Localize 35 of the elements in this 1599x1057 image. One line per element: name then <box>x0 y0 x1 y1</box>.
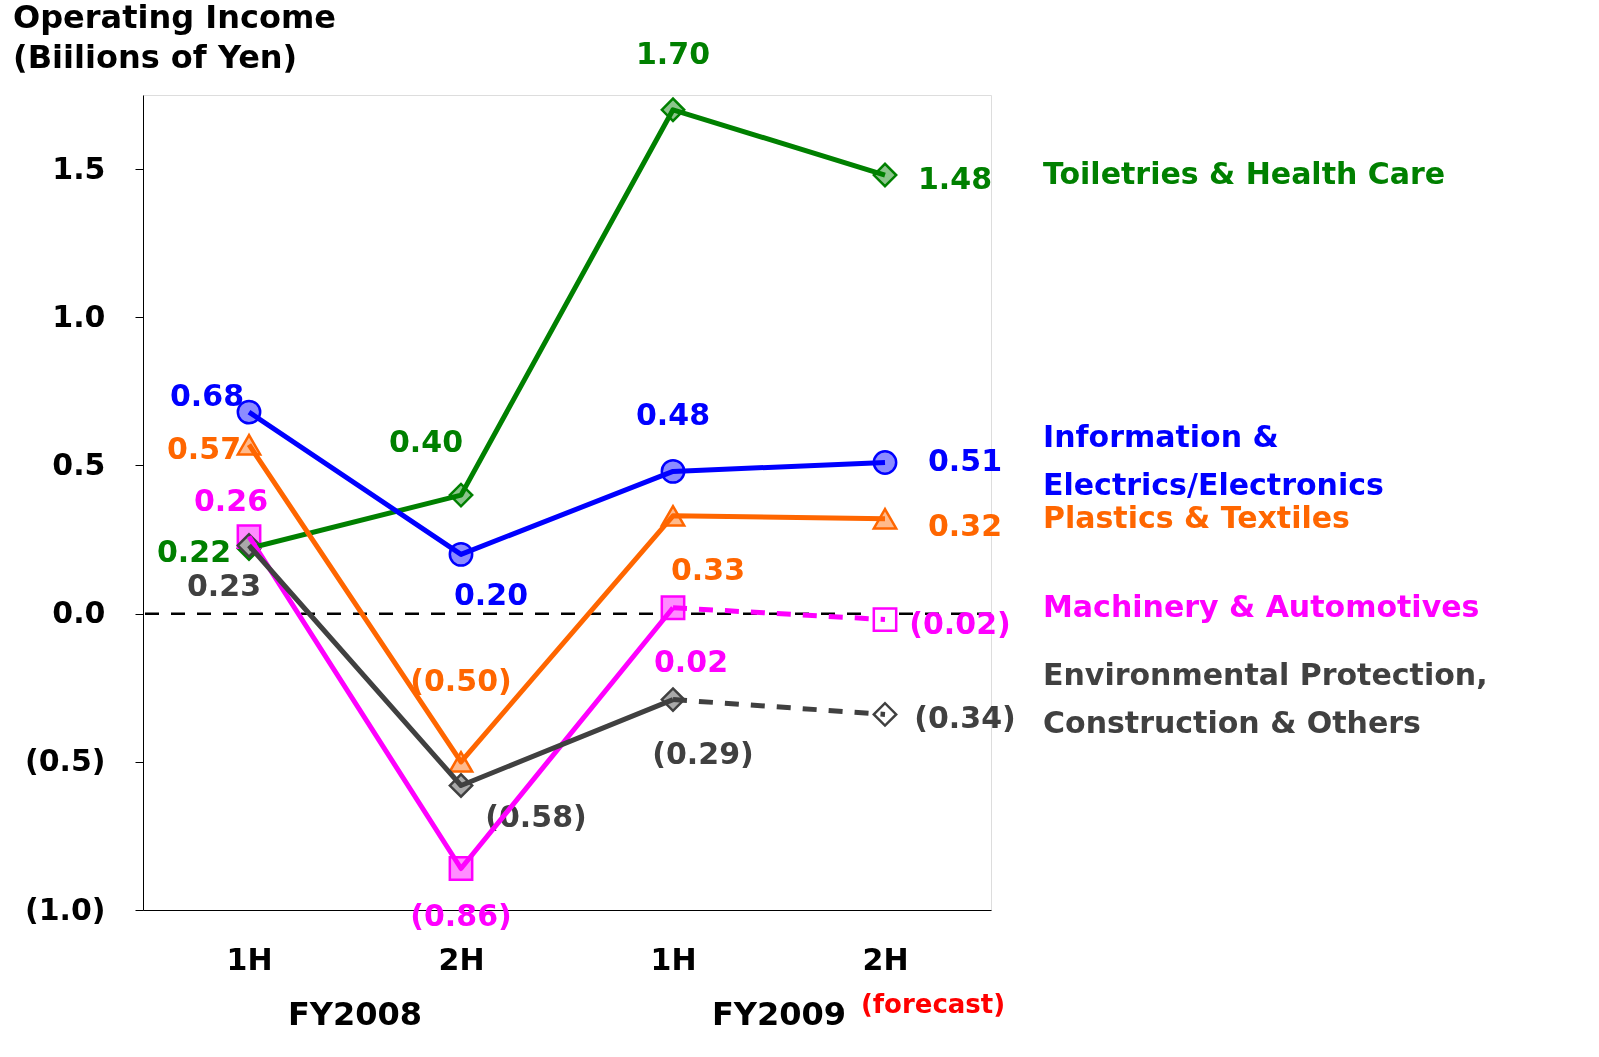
data-label: 1.70 <box>635 35 711 71</box>
data-label: (0.50) <box>410 662 512 698</box>
data-label: 0.48 <box>635 397 711 433</box>
data-label: 1.48 <box>917 161 993 197</box>
text: FY2009 <box>711 995 847 1033</box>
x-tick-label: 1H <box>650 941 697 977</box>
y-tick-label: 0.5 <box>52 446 106 482</box>
x-tick-label: 2H <box>862 941 909 977</box>
data-label: 0.68 <box>169 378 245 414</box>
data-label: (0.02) <box>909 605 1011 641</box>
x-tick-label: 2H <box>438 941 485 977</box>
data-label: (0.34) <box>914 700 1016 736</box>
data-label: 0.57 <box>166 430 242 466</box>
data-label: 0.23 <box>186 568 262 604</box>
data-label: 0.51 <box>927 443 1003 479</box>
text: Environmental Protection, Construction & Others <box>1043 656 1488 740</box>
data-label: 0.26 <box>193 482 269 518</box>
data-label: 0.33 <box>670 551 746 587</box>
text: (forecast) <box>860 989 1006 1019</box>
data-label: 0.02 <box>653 643 729 679</box>
y-tick-label: 1.5 <box>52 150 106 186</box>
y-tick-label: 1.0 <box>52 298 106 334</box>
data-label: 0.32 <box>927 507 1003 543</box>
text: Toiletries & Health Care <box>1043 156 1446 192</box>
y-tick-label: 0.0 <box>52 595 106 631</box>
data-label: 0.20 <box>453 577 529 613</box>
data-label: 0.40 <box>388 424 464 460</box>
y-tick-label: (1.0) <box>24 891 106 927</box>
data-label: (0.29) <box>652 735 754 771</box>
text: Machinery & Automotives <box>1043 588 1480 624</box>
text: FY2008 <box>287 995 423 1033</box>
x-tick-label: 1H <box>226 941 273 977</box>
data-label: 0.22 <box>156 534 232 570</box>
y-axis-title: Operating Income (Biilions of Yen) <box>13 0 336 76</box>
y-tick-label: (0.5) <box>24 743 106 779</box>
